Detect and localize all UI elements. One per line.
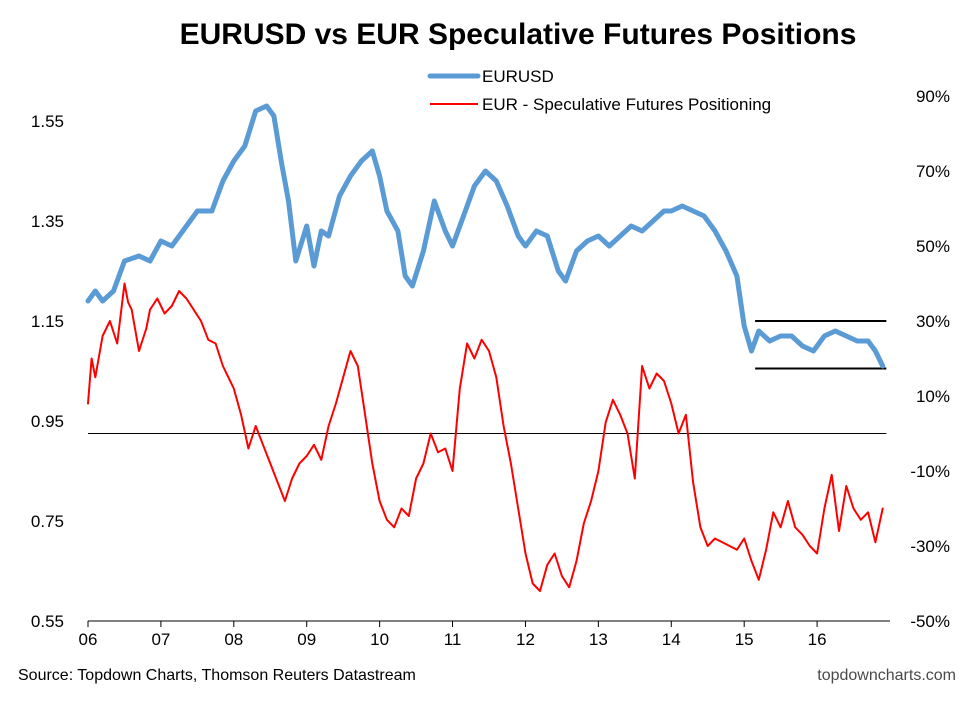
- x-tick-label: 07: [151, 630, 170, 649]
- x-tick-label: 13: [589, 630, 608, 649]
- series-line-eurusd: [85, 103, 886, 369]
- series-line-positioning: [87, 282, 884, 592]
- x-tick-label: 06: [79, 630, 98, 649]
- left-tick-label: 1.35: [31, 212, 64, 231]
- left-tick-label: 1.15: [31, 312, 64, 331]
- right-tick-label: 50%: [916, 237, 950, 256]
- right-tick-label: -10%: [910, 462, 950, 481]
- brand-label: topdowncharts.com: [817, 667, 956, 684]
- x-tick-label: 16: [808, 630, 827, 649]
- left-tick-label: 0.75: [31, 512, 64, 531]
- right-tick-label: -50%: [910, 612, 950, 631]
- legend: EURUSD EUR - Speculative Futures Positio…: [427, 67, 771, 114]
- x-tick-label: 12: [516, 630, 535, 649]
- x-tick-label: 11: [444, 630, 462, 649]
- x-tick-label: 10: [370, 630, 389, 649]
- right-tick-label: 70%: [916, 162, 950, 181]
- chart-title: EURUSD vs EUR Speculative Futures Positi…: [180, 18, 857, 51]
- axes: 06 07 08 09 10 11 12 13 14 15 16 0.55 0.75 0.95 1.15 1.…: [31, 87, 950, 649]
- legend-label-eurusd: EURUSD: [482, 67, 554, 86]
- x-tick-label: 15: [735, 630, 754, 649]
- legend-label-positioning: EUR - Speculative Futures Positioning: [482, 95, 771, 114]
- x-tick-label: 14: [662, 630, 681, 649]
- plot-area: [85, 103, 887, 592]
- left-tick-label: 0.55: [31, 612, 64, 631]
- x-tick-label: 08: [224, 630, 243, 649]
- x-tick-label: 09: [297, 630, 316, 649]
- left-tick-label: 1.55: [31, 112, 64, 131]
- source-note: Source: Topdown Charts, Thomson Reuters …: [18, 667, 416, 684]
- right-tick-label: 10%: [916, 387, 950, 406]
- right-tick-label: -30%: [910, 537, 950, 556]
- right-tick-label: 90%: [916, 87, 950, 106]
- left-tick-label: 0.95: [31, 412, 64, 431]
- right-tick-label: 30%: [916, 312, 950, 331]
